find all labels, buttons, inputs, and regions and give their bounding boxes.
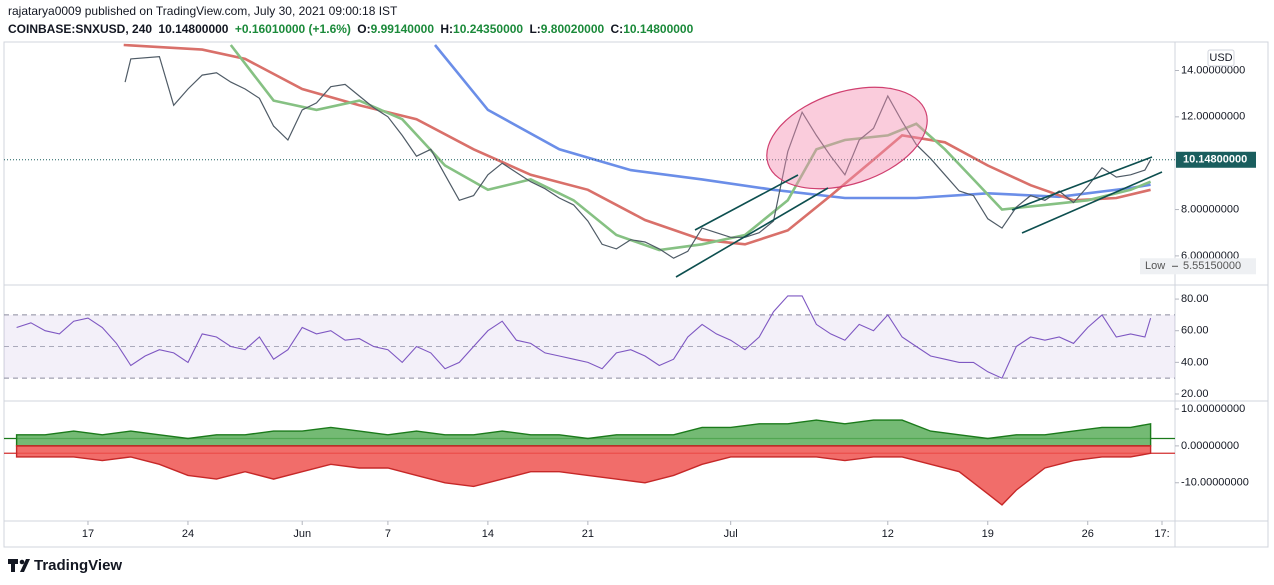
open-key: O:	[357, 22, 371, 36]
low-text: Low	[1145, 260, 1165, 272]
low-label: 5.55150000	[1183, 260, 1241, 272]
currency-box	[1207, 49, 1235, 67]
trend-line	[675, 187, 829, 278]
low: 9.80020000	[540, 22, 605, 36]
brand: TradingView	[34, 557, 122, 574]
y-tick-label: 60.00	[1181, 325, 1209, 337]
ellipse-drawing	[766, 86, 928, 190]
currency: USD	[1209, 52, 1232, 64]
close-key: C:	[610, 22, 624, 36]
series-line	[229, 44, 1152, 252]
logo-mark	[20, 559, 30, 572]
x-tick-label: 12	[882, 528, 894, 540]
open: 9.99140000	[370, 22, 434, 36]
y-tick-label: 14.00000000	[1181, 64, 1245, 76]
x-tick-label: 26	[1082, 528, 1094, 540]
x-tick-label: Jun	[293, 528, 311, 540]
y-tick-label: 80.00	[1181, 293, 1209, 305]
last-price-label: 10.14800000	[1183, 154, 1247, 166]
rsi-pane	[4, 295, 1175, 379]
series-line	[124, 55, 1152, 259]
x-tick-label: 24	[182, 528, 194, 540]
x-tick-label: 21	[582, 528, 594, 540]
x-tick-label: Jul	[724, 528, 738, 540]
y-tick-label: 0.00000000	[1181, 440, 1239, 452]
low-key: L:	[529, 22, 541, 36]
logo-mark	[8, 559, 18, 564]
logo-mark	[19, 559, 25, 565]
axes: 6.000000008.0000000012.0000000014.000000…	[82, 49, 1256, 540]
price-pane	[4, 43, 1175, 259]
publisher: rajatarya0009 published on TradingView.c…	[8, 4, 398, 18]
trend-line	[1011, 156, 1153, 211]
y-tick-label: 20.00	[1181, 388, 1209, 400]
low-box	[1140, 258, 1256, 275]
logo-mark	[11, 564, 15, 572]
y-tick-label: 40.00	[1181, 356, 1209, 368]
x-tick-label: 7	[385, 528, 391, 540]
frame	[3, 41, 1269, 548]
high-key: H:	[440, 22, 454, 36]
y-tick-label: -10.00000000	[1181, 477, 1249, 489]
series-line	[16, 295, 1152, 379]
trend-line	[694, 174, 799, 231]
y-tick-label: 12.00000000	[1181, 111, 1245, 123]
series-area	[15, 445, 1152, 506]
change: +0.16010000 (+1.6%)	[234, 22, 351, 36]
close: 10.14800000	[623, 22, 694, 36]
x-tick-label: 19	[982, 528, 994, 540]
last-price-box	[1176, 151, 1256, 168]
price: 10.14800000	[158, 22, 229, 36]
series-area	[15, 419, 1152, 447]
x-tick-label: 17	[82, 528, 94, 540]
series-line	[433, 44, 1151, 200]
x-tick-label: 17:	[1154, 528, 1169, 540]
trend-line	[1021, 171, 1163, 234]
high: 10.24350000	[453, 22, 524, 36]
y-tick-label: 8.00000000	[1181, 203, 1239, 215]
series-line	[123, 43, 1151, 246]
y-tick-label: 10.00000000	[1181, 403, 1245, 415]
x-tick-label: 14	[482, 528, 494, 540]
oscillator-pane	[4, 419, 1175, 506]
symbol-line: COINBASE:SNXUSD, 240 10.14800000 +0.1601…	[8, 22, 696, 36]
drawings	[675, 86, 1163, 278]
symbol: COINBASE:SNXUSD, 240	[8, 22, 153, 36]
brand-logo: TradingView	[8, 557, 122, 574]
